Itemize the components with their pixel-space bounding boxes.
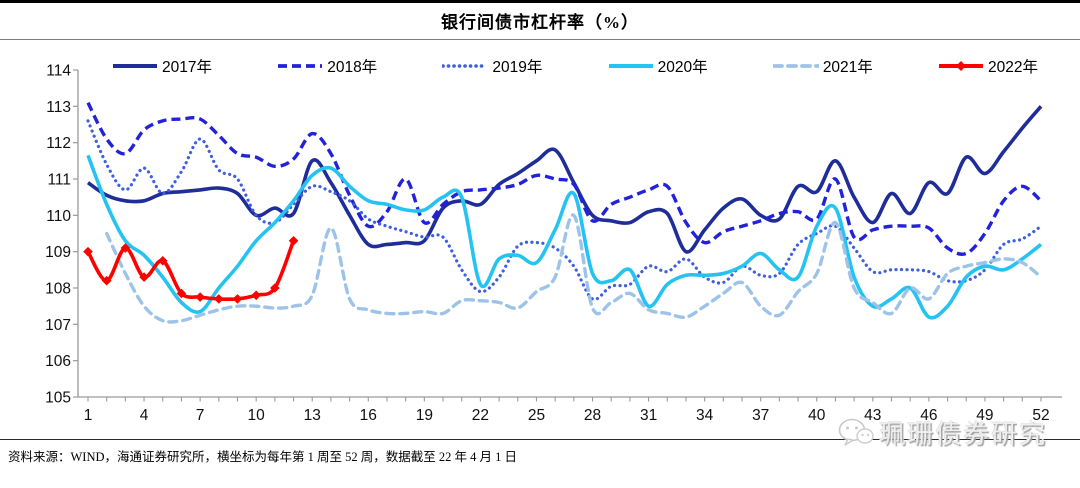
legend-label: 2021年: [822, 59, 873, 76]
y-tick-label: 111: [47, 171, 71, 188]
data-point-marker: [195, 292, 205, 302]
legend-label: 2022年: [988, 59, 1038, 76]
x-tick-label: 52: [1032, 407, 1049, 424]
source-note: 资料来源：WIND，海通证券研究所，横坐标为每年第 1 周至 52 周，数据截至…: [8, 450, 518, 464]
series-line-2018年: [86, 101, 1043, 256]
legend-item-2022年: 2022年: [938, 55, 1038, 77]
x-tick-label: 43: [864, 407, 881, 424]
legend-line-sample: [608, 64, 653, 68]
series-line-2020年: [86, 154, 1043, 320]
x-tick-label: 25: [528, 407, 545, 424]
data-point-marker: [101, 275, 112, 286]
legend-item-2021年: 2021年: [772, 55, 873, 77]
watermark-text: 珮珊债券研究: [879, 419, 1048, 449]
legend-label: 2018年: [327, 59, 378, 76]
legend-item-2018年: 2018年: [277, 55, 377, 77]
data-point-marker: [214, 294, 224, 304]
y-tick-label: 106: [45, 353, 71, 370]
series-line-2017年: [86, 105, 1043, 254]
x-tick-label: 19: [416, 407, 433, 424]
leverage-ratio-line-chart: 105 106 107 108 109 110 111 112 113 114 1 4 7 10 13 16 1…: [45, 63, 1062, 424]
legend-item-2017年: 2017年: [112, 55, 212, 77]
data-point-marker: [120, 243, 131, 253]
top-border: [0, 0, 1080, 3]
data-point-marker: [232, 294, 243, 304]
y-tick-label: 109: [45, 244, 71, 261]
data-point-marker: [157, 255, 168, 266]
y-tick-label: 114: [46, 63, 71, 80]
legend-line-sample: [278, 64, 323, 68]
data-point-marker: [139, 272, 149, 282]
x-tick-label: 34: [696, 407, 714, 424]
x-tick-label: 13: [304, 407, 321, 424]
legend-line-sample: [442, 64, 489, 68]
footer-divider: [0, 439, 1080, 440]
x-tick-label: 22: [472, 407, 489, 424]
y-tick-label: 108: [45, 280, 71, 297]
legend-line-sample: [939, 61, 984, 71]
data-point-marker: [83, 246, 93, 257]
legend-label: 2020年: [657, 59, 708, 76]
y-tick-label: 107: [45, 317, 71, 334]
legend-line-sample: [113, 64, 157, 68]
legend-label: 2019年: [492, 59, 543, 76]
series-line-2022年: [86, 240, 296, 302]
series-line-2021年: [105, 213, 1043, 324]
y-tick-label: 113: [46, 99, 71, 116]
x-tick-label: 49: [976, 407, 993, 424]
x-tick-label: 4: [140, 407, 149, 424]
chart-title: 银行间债市杠杆率（%）: [441, 13, 639, 32]
x-tick-label: 10: [248, 407, 266, 424]
watermark: 珮珊债券研究: [838, 414, 1047, 451]
data-point-marker: [270, 283, 280, 293]
series-line-2019年: [86, 119, 1043, 301]
y-tick-label: 105: [45, 389, 71, 406]
chart-legend: 2017年 2018年 2019年 2020年 2021年 2022年: [112, 55, 1038, 77]
legend-line-sample: [772, 64, 819, 68]
legend-item-2020年: 2020年: [608, 55, 708, 77]
y-tick-label: 110: [46, 208, 71, 225]
legend-label: 2017年: [162, 59, 212, 76]
x-tick-label: 46: [920, 407, 937, 424]
x-tick-label: 1: [84, 407, 93, 424]
y-tick-label: 112: [46, 135, 71, 152]
data-point-marker: [176, 288, 187, 299]
data-point-marker: [288, 235, 299, 246]
x-tick-label: 40: [808, 407, 826, 424]
x-tick-label: 16: [360, 407, 377, 424]
data-point-marker: [251, 290, 261, 301]
legend-item-2019年: 2019年: [442, 55, 542, 77]
x-tick-label: 37: [752, 407, 769, 424]
x-tick-label: 7: [196, 407, 205, 424]
title-divider: [0, 39, 1080, 40]
x-tick-label: 31: [640, 407, 657, 424]
wechat-icon: [838, 418, 874, 446]
x-tick-label: 28: [584, 407, 601, 424]
